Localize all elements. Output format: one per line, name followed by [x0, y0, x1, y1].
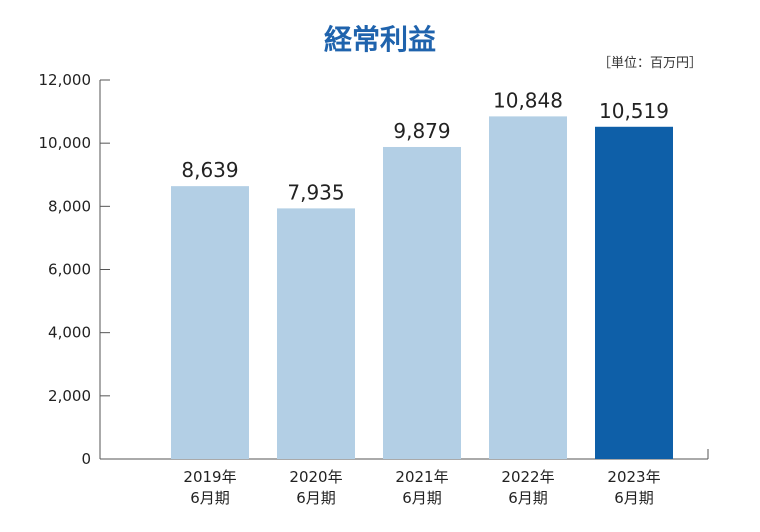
y-tick-label: 12,000: [39, 71, 92, 89]
y-tick-label: 8,000: [48, 197, 91, 215]
data-label: 7,935: [287, 180, 344, 204]
x-tick-label-year: 2021年: [395, 468, 448, 486]
bar: [277, 208, 355, 459]
x-tick-label-year: 2019年: [183, 468, 236, 486]
y-tick-label: 6,000: [48, 261, 91, 279]
data-label: 8,639: [181, 158, 238, 182]
x-tick-label-year: 2022年: [501, 468, 554, 486]
y-tick-label: 0: [81, 450, 91, 468]
bars: [171, 116, 673, 460]
data-label: 10,848: [493, 88, 563, 112]
bar: [489, 116, 567, 459]
chart-title: 経常利益: [323, 23, 436, 56]
unit-note: ［単位：百万円］: [597, 56, 702, 71]
y-tick-label: 2,000: [48, 387, 91, 405]
y-tick-label: 10,000: [39, 134, 92, 152]
x-tick-label-period: 6月期: [402, 489, 442, 507]
y-tick-label: 4,000: [48, 324, 91, 342]
bar: [171, 186, 249, 459]
x-tick-label-period: 6月期: [296, 489, 336, 507]
x-tick-label-period: 6月期: [614, 489, 654, 507]
data-label: 9,879: [393, 119, 450, 143]
bar: [595, 126, 673, 460]
x-tick-label-period: 6月期: [190, 489, 230, 507]
data-label: 10,519: [599, 99, 669, 123]
x-tick-label-year: 2020年: [289, 468, 342, 486]
bar: [383, 146, 461, 459]
x-tick-label-year: 2023年: [607, 468, 660, 486]
labels: 0 2,000 4,000 6,000 8,000 10,000 12,000 8,639 20…: [39, 71, 669, 507]
x-tick-label-period: 6月期: [508, 489, 548, 507]
